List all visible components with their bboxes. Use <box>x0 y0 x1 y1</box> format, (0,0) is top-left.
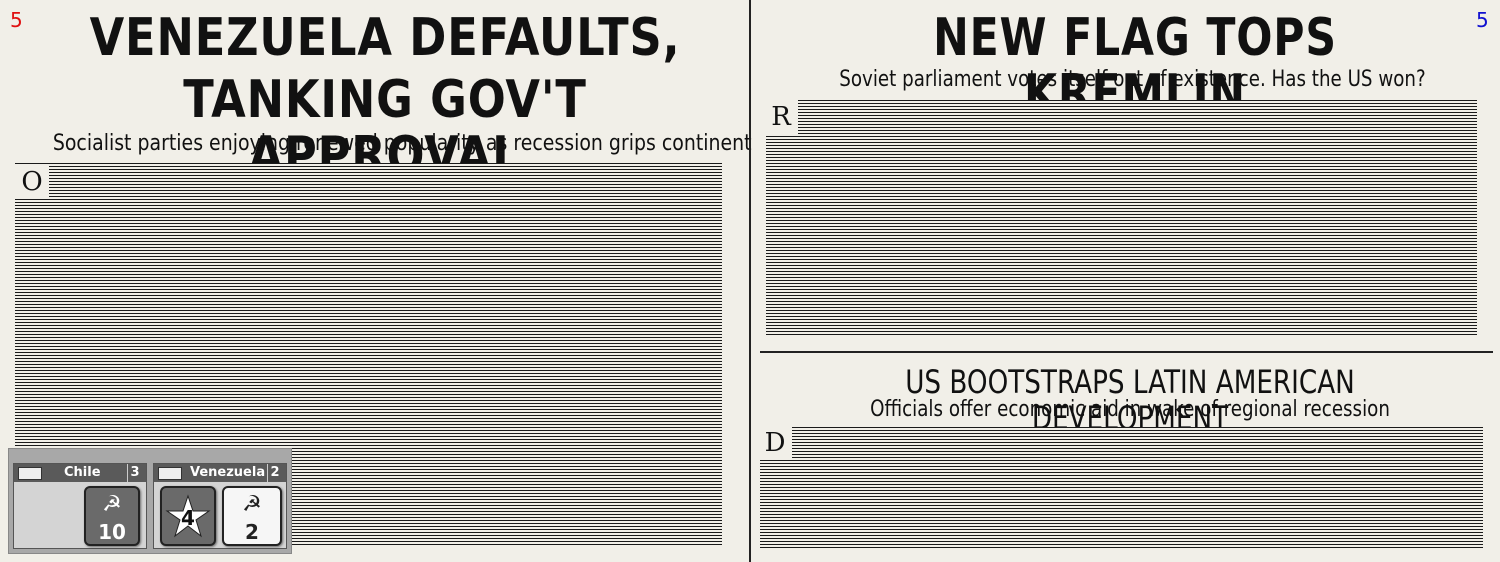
country-card-venezuela[interactable]: Venezuela 2 4 ☭ 2 <box>153 463 287 549</box>
left-headline-line2: TANKING GOV'T APPROVAL <box>183 70 587 186</box>
ussr-influence-token[interactable]: ☭ 10 <box>84 486 140 546</box>
country-name: Chile <box>64 465 101 480</box>
left-dropcap: O <box>15 165 49 199</box>
right-headline: NEW FLAG TOPS KREMLIN <box>933 8 1337 124</box>
country-header-chile: Chile 3 <box>14 464 146 482</box>
country-name: Venezuela <box>190 465 266 480</box>
right-article-body <box>766 100 1477 336</box>
map-overlay: Chile 3 ☭ 10 Venezuela 2 4 ☭ 2 <box>8 448 292 554</box>
venezuela-flag-icon <box>158 467 182 480</box>
stability-number: 2 <box>267 464 282 482</box>
page-divider <box>749 0 751 562</box>
influence-value: 10 <box>98 520 126 544</box>
stability-number: 3 <box>127 464 142 482</box>
chile-flag-icon <box>18 467 42 480</box>
left-headline-line1: VENEZUELA DEFAULTS, <box>89 8 681 68</box>
star-icon <box>165 494 211 538</box>
right-page-number: 5 <box>1476 8 1489 32</box>
us-influence-token[interactable]: 4 <box>160 486 216 546</box>
article-divider <box>760 351 1493 353</box>
ussr-influence-token[interactable]: ☭ 2 <box>222 486 282 546</box>
influence-value: 2 <box>245 520 259 544</box>
second-article-body <box>760 427 1483 548</box>
country-card-chile[interactable]: Chile 3 ☭ 10 <box>13 463 147 549</box>
left-subheadline: Socialist parties enjoying renewed popul… <box>52 131 752 156</box>
second-article-subheadline: Officials offer economic aid in wake of … <box>870 397 1390 422</box>
country-header-venezuela: Venezuela 2 <box>154 464 286 482</box>
influence-value: 4 <box>181 506 195 530</box>
hammer-sickle-icon: ☭ <box>102 491 122 516</box>
second-article-dropcap: D <box>758 426 792 460</box>
right-dropcap: R <box>764 100 798 134</box>
right-subheadline: Soviet parliament votes itself out of ex… <box>839 67 1426 92</box>
left-page-number: 5 <box>10 8 23 32</box>
hammer-sickle-icon: ☭ <box>242 491 262 516</box>
